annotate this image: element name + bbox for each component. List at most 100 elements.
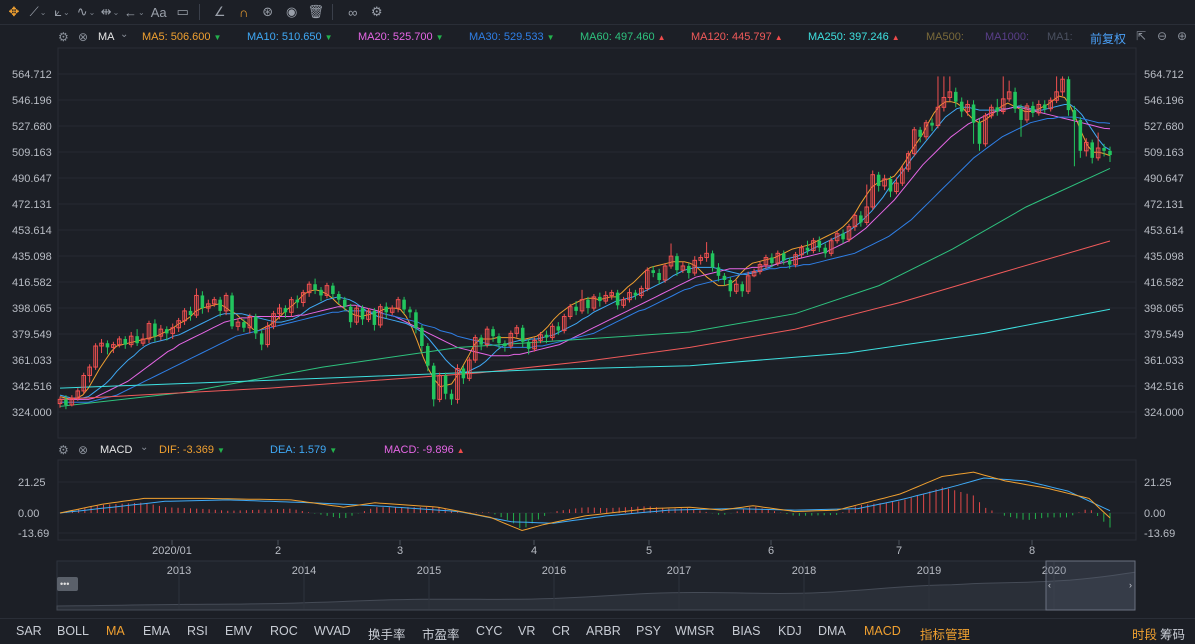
- collapse-icon[interactable]: ⇱: [1136, 29, 1147, 43]
- ma-legend-item[interactable]: MA20: 525.700 ▼: [358, 31, 444, 43]
- ruler-icon[interactable]: ∠: [213, 4, 226, 19]
- gear-icon[interactable]: ⚙: [58, 443, 69, 457]
- indicator-tab[interactable]: VR: [518, 624, 536, 638]
- macd-legend-item[interactable]: MACD: -9.896 ▲: [384, 444, 465, 456]
- candle-body: [710, 253, 715, 268]
- navigator-collapse-button: [57, 577, 78, 591]
- add-icon[interactable]: ⊕: [1177, 29, 1188, 43]
- candle-body: [770, 257, 774, 264]
- ma-indicator-name[interactable]: MA: [98, 31, 115, 43]
- candle-body: [781, 253, 786, 261]
- candle-body: [170, 327, 175, 334]
- macd-indicator-name[interactable]: MACD: [100, 444, 133, 456]
- candle-body: [277, 307, 282, 315]
- indicator-tab[interactable]: KDJ: [778, 624, 802, 638]
- candle-body: [793, 254, 798, 266]
- chips-tab[interactable]: 筹码: [1160, 628, 1186, 642]
- indicator-tab[interactable]: ARBR: [586, 624, 621, 638]
- minus-icon[interactable]: ⊖: [1157, 29, 1168, 43]
- channel-tool-icon[interactable]: ⟀ ⌄: [54, 4, 70, 19]
- candle-body: [918, 129, 922, 137]
- ma-legend-item[interactable]: MA1000:: [985, 31, 1029, 43]
- candle-body: [811, 240, 816, 252]
- macd-legend: ⚙ ⊗ MACD ⌄ DIF: -3.369 ▼ DEA: 1.579 ▼ MACD: …: [0, 439, 1195, 461]
- indicator-tab[interactable]: RSI: [187, 624, 208, 638]
- comment-icon[interactable]: ▭: [176, 4, 189, 19]
- ma-legend-item[interactable]: MA30: 529.533 ▼: [469, 31, 555, 43]
- chevron-down-icon[interactable]: ⌄: [140, 442, 149, 453]
- wave-tool-icon[interactable]: ∿ ⌄: [76, 4, 96, 19]
- candle-body: [484, 328, 490, 346]
- close-icon[interactable]: ⊗: [78, 443, 89, 457]
- indicator-tab[interactable]: WVAD: [314, 624, 351, 638]
- indicator-tab[interactable]: EMV: [225, 624, 253, 638]
- eye-icon[interactable]: ◉: [286, 4, 298, 19]
- candle-body: [787, 260, 792, 265]
- visibility-icon[interactable]: ⊛: [262, 4, 274, 19]
- candle-body: [300, 292, 306, 303]
- indicator-tab[interactable]: EMA: [143, 624, 171, 638]
- candle-body: [1031, 105, 1035, 113]
- macd-y-tick-left: -13.69: [18, 528, 49, 540]
- y-tick-label-right: 453.614: [1144, 225, 1184, 237]
- ma-legend-item[interactable]: MA60: 497.460 ▲: [580, 31, 666, 43]
- indicator-tab[interactable]: WMSR: [675, 624, 715, 638]
- indicator-tab[interactable]: MACD: [864, 624, 901, 638]
- indicator-tab[interactable]: CR: [552, 624, 571, 638]
- ma-legend-item[interactable]: MA1:: [1047, 31, 1073, 43]
- up-arrow-icon: ▲: [774, 33, 783, 42]
- indicator-tab[interactable]: 指标管理: [920, 628, 971, 642]
- price-chart[interactable]: 564.712 564.712 546.196 546.196 527.680 527.6…: [0, 0, 1195, 618]
- ma-legend-item[interactable]: MA500:: [926, 31, 964, 43]
- arrow-tool-icon[interactable]: ← ⌄: [124, 4, 145, 20]
- candle-body: [420, 327, 424, 347]
- macd-legend-item[interactable]: DEA: 1.579 ▼: [270, 444, 337, 456]
- measure-tool-icon[interactable]: ⇹ ⌄: [100, 4, 120, 19]
- crosshair-icon[interactable]: ✥: [8, 4, 20, 19]
- candle-body: [437, 374, 442, 400]
- ma-legend-item[interactable]: MA5: 506.600 ▼: [142, 31, 221, 43]
- magnet-icon[interactable]: ∩: [239, 4, 249, 20]
- ma-legend-item[interactable]: MA10: 510.650 ▼: [247, 31, 333, 43]
- indicator-tab[interactable]: 换手率: [368, 628, 406, 642]
- adjust-mode-button[interactable]: 前复权: [1090, 32, 1127, 46]
- indicator-tab[interactable]: 市盈率: [422, 628, 460, 642]
- line-tool-icon[interactable]: ⟋ ⌄: [29, 4, 47, 19]
- text-tool-button[interactable]: Aa: [150, 4, 167, 20]
- ma-legend-item[interactable]: MA250: 397.246 ▲: [808, 31, 900, 43]
- candle-body: [852, 214, 858, 228]
- candle-body: [384, 306, 389, 313]
- close-icon[interactable]: ⊗: [78, 30, 89, 44]
- ma-legend-label: MA1000:: [985, 31, 1030, 43]
- indicator-tab[interactable]: BOLL: [57, 624, 89, 638]
- down-arrow-icon: ▼: [546, 33, 555, 42]
- chevron-down-icon[interactable]: ⌄: [120, 29, 129, 40]
- candle-body: [639, 287, 644, 296]
- candle-body: [158, 328, 164, 337]
- candle-body: [123, 338, 128, 345]
- indicator-tab[interactable]: BIAS: [732, 624, 761, 638]
- indicator-tab[interactable]: ROC: [270, 624, 298, 638]
- indicator-tab[interactable]: SAR: [16, 624, 42, 638]
- down-arrow-icon: ▼: [217, 446, 225, 455]
- candle-body: [200, 295, 205, 309]
- drawing-toolbar: ✥ ⟋ ⌄ ⟀ ⌄ ∿ ⌄ ⇹ ⌄ ← ⌄ Aa ▭ ∠ ∩ ⊛ ◉ 🗑 ∞ ⚙: [0, 0, 1195, 25]
- navigator-year-label: 2013: [167, 565, 191, 577]
- candle-body: [324, 285, 330, 296]
- indicator-tab[interactable]: MA: [106, 624, 125, 638]
- indicator-tab[interactable]: PSY: [636, 624, 662, 638]
- link-icon[interactable]: ∞: [348, 4, 358, 20]
- ma-legend-item[interactable]: MA120: 445.797 ▲: [691, 31, 783, 43]
- candle-body: [692, 259, 698, 274]
- period-tab[interactable]: 时段: [1132, 628, 1158, 642]
- indicator-tab[interactable]: CYC: [476, 624, 503, 638]
- candle-body: [751, 271, 757, 277]
- trash-icon[interactable]: 🗑: [307, 4, 324, 19]
- gear-icon[interactable]: ⚙: [58, 30, 69, 44]
- macd-legend-item[interactable]: DIF: -3.369 ▼: [159, 444, 225, 456]
- indicator-tab[interactable]: DMA: [818, 624, 846, 638]
- y-tick-label-left: 379.549: [12, 329, 52, 341]
- settings-icon[interactable]: ⚙: [370, 4, 383, 19]
- candle-body: [965, 103, 970, 113]
- candle-body: [467, 359, 472, 379]
